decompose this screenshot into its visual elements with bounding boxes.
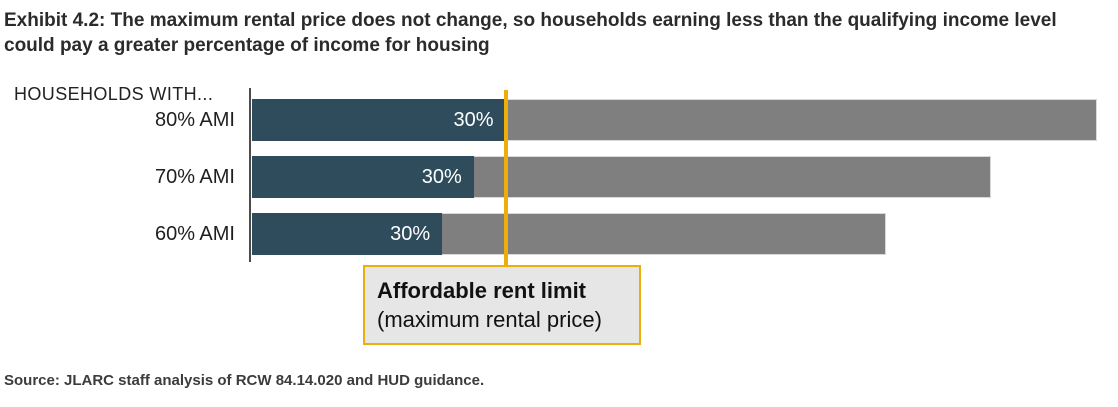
callout-subtitle: (maximum rental price) [377,307,602,332]
bar-segment-affordable-rent: 30% [252,99,506,141]
y-axis-line [249,88,251,262]
axis-header-label: HOUSEHOLDS WITH... [14,84,214,104]
bar-row: 80% AMI 30% [155,99,1097,141]
bar-segment-affordable-rent: 30% [252,213,443,255]
bar-segment-remaining-income [505,99,1097,141]
category-label: 80% AMI [154,109,235,131]
bar-segment-remaining-income [473,156,992,198]
category-label: 70% AMI [154,166,235,188]
callout-title: Affordable rent limit [377,278,587,303]
bar-segment-affordable-rent: 30% [252,156,474,198]
bar-segment-remaining-income [442,213,886,255]
category-label: 60% AMI [154,223,235,245]
affordable-rent-limit-callout: Affordable rent limit (maximum rental pr… [363,265,641,345]
stacked-bar-chart: HOUSEHOLDS WITH... 80% AMI 30% 70% AMI 30% 6… [0,80,1118,358]
exhibit-title: Exhibit 4.2: The maximum rental price do… [4,10,1057,56]
bar-value-label: 30% [421,166,462,188]
source-note: Source: JLARC staff analysis of RCW 84.1… [4,372,485,389]
affordable-rent-limit-line [503,90,508,265]
bar-row: 60% AMI 30% [155,213,886,255]
bar-value-label: 30% [453,109,494,131]
bar-value-label: 30% [390,223,431,245]
bar-row: 70% AMI 30% [155,156,992,198]
